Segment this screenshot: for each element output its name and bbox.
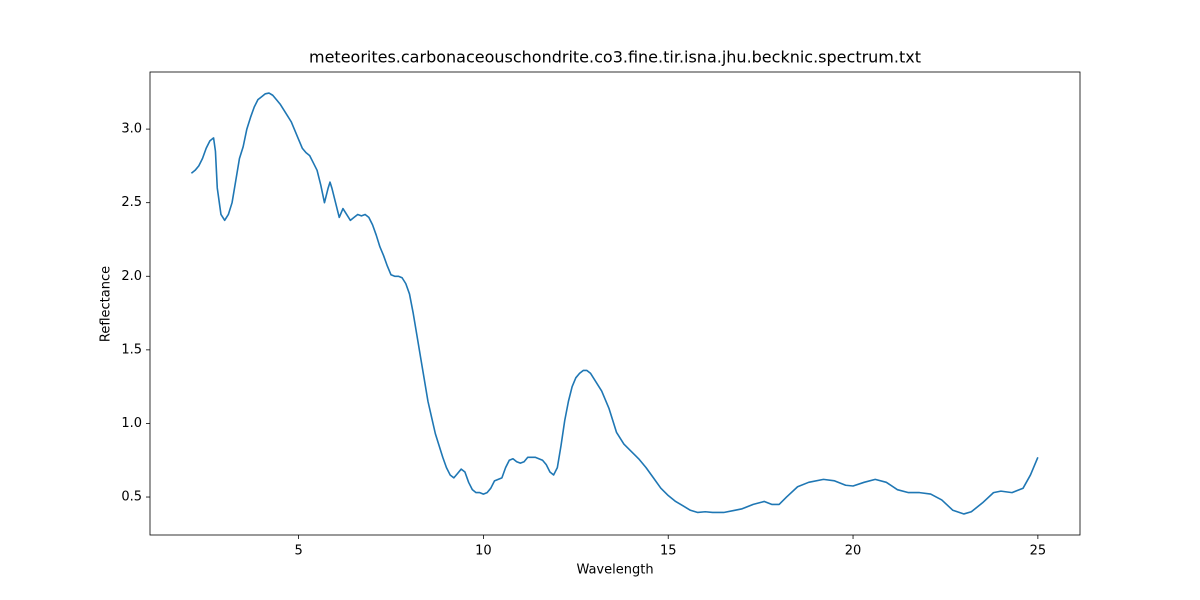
x-tick-label: 5 xyxy=(294,544,302,559)
x-tick-label: 10 xyxy=(475,544,492,559)
y-tick-label: 1.0 xyxy=(121,416,142,431)
plot-frame xyxy=(149,71,1081,536)
y-tick-label: 2.5 xyxy=(121,195,142,210)
y-tick-label: 1.5 xyxy=(121,342,142,357)
x-tick-label: 25 xyxy=(1030,544,1047,559)
x-tick-label: 15 xyxy=(660,544,677,559)
x-tick-label: 20 xyxy=(845,544,862,559)
y-tick-label: 3.0 xyxy=(121,122,142,137)
data-line xyxy=(190,92,1039,515)
x-axis-label: Wavelength xyxy=(576,563,653,578)
y-axis-label: Reflectance xyxy=(99,266,114,342)
y-tick-label: 0.5 xyxy=(121,490,142,505)
y-tick-label: 2.0 xyxy=(121,269,142,284)
chart-title: meteorites.carbonaceouschondrite.co3.fin… xyxy=(309,48,921,67)
